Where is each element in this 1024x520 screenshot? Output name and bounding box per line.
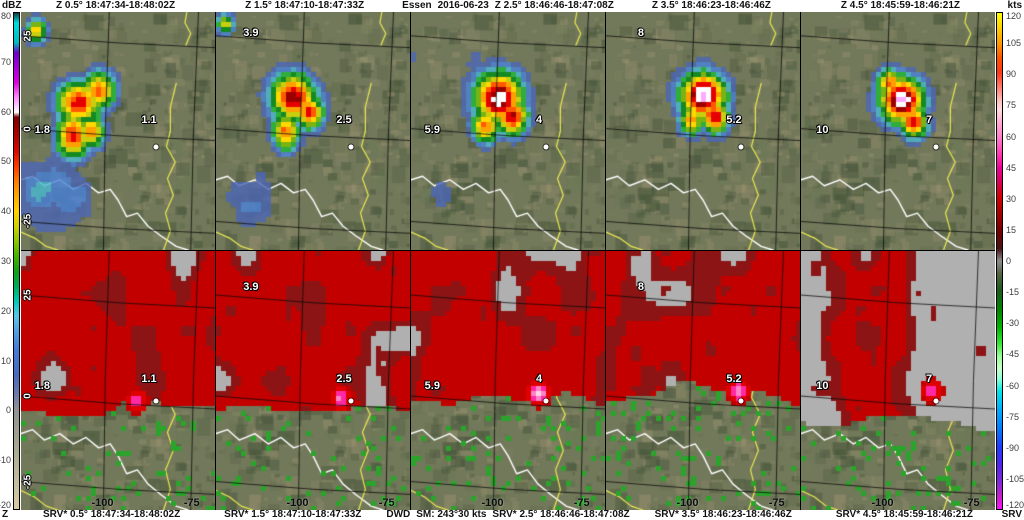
panel-title-text: Z 2.5° 18:46:46-18:47:08Z xyxy=(494,0,614,11)
colorbar-tick-label: -105 xyxy=(1006,473,1024,484)
radar-image xyxy=(801,12,995,250)
radar-panel-srv-2[interactable]: 5.9 4 -100 -75 xyxy=(411,251,605,510)
colorbar-tick-label: -60 xyxy=(1006,380,1020,391)
left-colorbar-unit-label: dBZ xyxy=(2,0,22,11)
colorbar-tick-label: 90 xyxy=(1006,69,1017,80)
colorbar-tick-label: 0 xyxy=(1006,256,1012,266)
velocity-colorbar: 120 105 90 75 60 45 30 15 0 -15 -30 -45 -60 -75 -90 -10… xyxy=(995,12,1024,510)
colorbar-tick-label: 20 xyxy=(0,305,11,316)
radar-image xyxy=(411,251,605,510)
radar-image xyxy=(21,251,215,510)
panel-title-srv-1-5: SRV* 1.5° 18:47:10-18:47:33Z xyxy=(224,509,362,520)
radar-panel-z-4[interactable]: 10 7 xyxy=(801,12,995,250)
footer-right-product-label: SRV xyxy=(1001,509,1023,520)
colorbar-tick-label: -75 xyxy=(1006,411,1020,422)
colorbar-tick-label: -10 xyxy=(0,455,11,466)
radar-image xyxy=(801,251,995,510)
colorbar-tick-label: -120 xyxy=(1006,500,1024,510)
footer-bar: Z SRV* 0.5° 18:47:34-18:48:02Z SRV* 1.5°… xyxy=(0,510,1024,520)
panel-title-z-0-5: Z 0.5° 18:47:34-18:48:02Z xyxy=(56,0,176,11)
radar-image xyxy=(216,251,410,510)
colorbar-tick-label: 40 xyxy=(0,206,11,217)
velocity-colorbar-gradient xyxy=(996,12,1003,510)
radar-image xyxy=(411,12,605,250)
panel-title-text: SRV* 2.5° 18:46:46-18:47:08Z xyxy=(492,509,630,520)
radar-panel-grid: 1.8 1.1 25 0 -25 3.9 2.5 5.9 4 8 5.2 10 7 1.8 1.1 25 0 -2… xyxy=(21,12,995,510)
colorbar-tick-label: 50 xyxy=(0,156,11,167)
radar-panel-srv-1[interactable]: 3.9 2.5 -100 -75 xyxy=(216,251,410,510)
colorbar-tick-label: 60 xyxy=(0,106,11,117)
panel-title-srv-3-5: SRV* 3.5° 18:46:23-18:46:46Z xyxy=(654,509,792,520)
radar-image xyxy=(606,251,800,510)
colorbar-tick-label: 60 xyxy=(1006,131,1017,142)
radar-image xyxy=(216,12,410,250)
radar-panel-z-2[interactable]: 5.9 4 xyxy=(411,12,605,250)
colorbar-tick-label: -15 xyxy=(1006,287,1020,298)
radar-panel-z-1[interactable]: 3.9 2.5 xyxy=(216,12,410,250)
colorbar-tick-label: 120 xyxy=(1006,11,1022,21)
radar-panel-srv-4[interactable]: 10 7 -100 -75 xyxy=(801,251,995,510)
radar-site-name: Essen xyxy=(402,0,432,11)
radar-network-label: DWD xyxy=(386,509,411,520)
colorbar-tick-label: 30 xyxy=(0,256,11,266)
radar-image xyxy=(21,12,215,250)
colorbar-tick-label: 70 xyxy=(0,56,11,67)
colorbar-tick-label: -45 xyxy=(1006,349,1020,360)
colorbar-tick-label: 105 xyxy=(1006,38,1022,49)
colorbar-tick-label: 10 xyxy=(0,355,11,366)
colorbar-tick-label: 30 xyxy=(1006,193,1017,204)
colorbar-tick-label: 45 xyxy=(1006,162,1017,173)
colorbar-tick-label: -20 xyxy=(0,500,11,510)
radar-panel-z-3[interactable]: 8 5.2 xyxy=(606,12,800,250)
dbz-colorbar-gradient xyxy=(13,12,20,510)
colorbar-tick-label: 15 xyxy=(1006,224,1017,235)
colorbar-tick-label: 80 xyxy=(0,11,11,21)
right-colorbar-unit-label: kts xyxy=(1007,0,1022,11)
panel-title-z-2-5: Essen 2016-06-23 Z 2.5° 18:46:46-18:47:08Z xyxy=(399,0,617,12)
colorbar-tick-label: 75 xyxy=(1006,100,1017,111)
header-bar: dBZ Z 0.5° 18:47:34-18:48:02Z Z 1.5° 18:… xyxy=(0,0,1024,12)
panel-title-z-3-5: Z 3.5° 18:46:23-18:46:46Z xyxy=(651,0,771,11)
radar-image xyxy=(606,12,800,250)
footer-left-product-label: Z xyxy=(2,509,9,520)
dbz-colorbar: 80 70 60 50 40 30 20 10 0 -10 -20 xyxy=(0,12,21,510)
colorbar-tick-label: 0 xyxy=(5,405,11,416)
panel-title-srv-2-5: DWD SM: 243°30 kts SRV* 2.5° 18:46:46-18:4… xyxy=(383,510,632,520)
radar-panel-srv-3[interactable]: 8 5.2 -100 -75 xyxy=(606,251,800,510)
colorbar-tick-label: -30 xyxy=(1006,318,1020,329)
radar-panel-z-0[interactable]: 1.8 1.1 25 0 -25 xyxy=(21,12,215,250)
panel-title-z-4-5: Z 4.5° 18:45:59-18:46:21Z xyxy=(840,0,960,11)
panel-title-srv-0-5: SRV* 0.5° 18:47:34-18:48:02Z xyxy=(42,509,181,520)
storm-motion-label: SM: 243°30 kts xyxy=(416,509,487,520)
radar-panel-srv-0[interactable]: 1.8 1.1 25 0 -25 -100 -75 xyxy=(21,251,215,510)
colorbar-tick-label: -90 xyxy=(1006,442,1020,453)
panel-title-z-1-5: Z 1.5° 18:47:10-18:47:33Z xyxy=(245,0,365,11)
panel-title-srv-4-5: SRV* 4.5° 18:45:59-18:46:21Z xyxy=(835,509,974,520)
scan-date: 2016-06-23 xyxy=(437,0,489,11)
